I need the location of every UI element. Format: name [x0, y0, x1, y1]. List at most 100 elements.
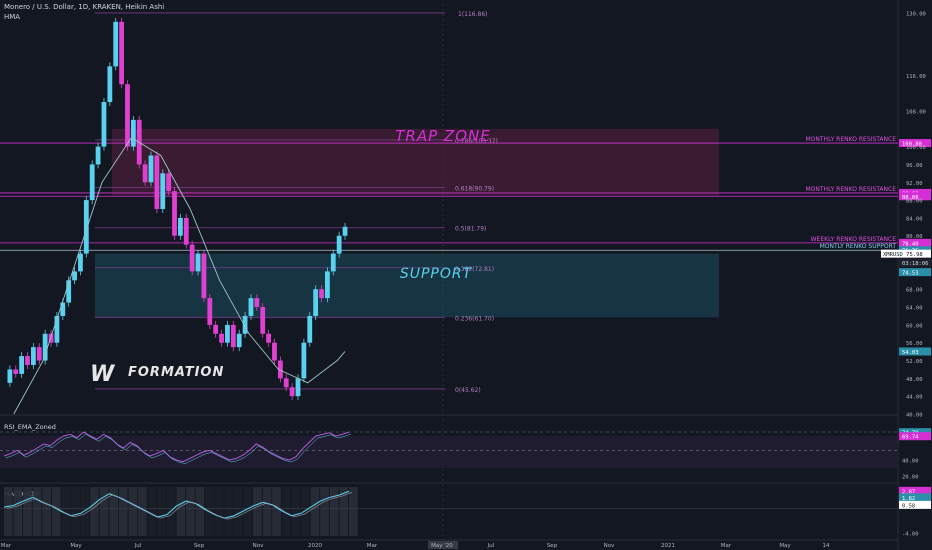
y-tick-label: 64.00 [906, 306, 923, 312]
candle-body [336, 235, 342, 254]
candle-body [154, 155, 160, 209]
macd-bg-bar [157, 487, 166, 536]
candle-body [119, 21, 124, 85]
candle-body [48, 333, 54, 343]
macd-bg-bar [109, 487, 119, 536]
macd-bg-bar [71, 487, 80, 536]
trap-zone-label: TRAP ZONE [395, 127, 490, 145]
x-tick-label: May [779, 543, 791, 549]
candle-body [101, 102, 107, 147]
candle-body [31, 347, 36, 365]
macd-line [3, 490, 350, 519]
candle-body [342, 226, 348, 236]
candle-body [160, 173, 166, 209]
candle-body [107, 66, 113, 103]
macd-bg-bar [320, 487, 329, 536]
price-tag-text: 88.86 [902, 195, 919, 201]
macd-bg-bar [186, 487, 195, 536]
rsi-value-tag [899, 432, 931, 441]
candle-body [207, 298, 213, 325]
x-tick-label: 2020 [308, 543, 322, 549]
candle-body [130, 119, 136, 147]
y-tick-label: 84.00 [906, 216, 923, 222]
macd-bg-bar [349, 487, 358, 536]
price-tag [899, 268, 931, 277]
macd-bg-bar [4, 487, 13, 536]
y-tick-label: 52.00 [906, 359, 923, 365]
macd-value-tag [899, 486, 931, 495]
y-tick-label: 40.00 [906, 413, 923, 419]
candle-body [242, 315, 248, 334]
price-tag-text: 100.80 [902, 142, 922, 148]
candle-body [266, 333, 271, 343]
candle-body [295, 378, 301, 397]
candle-body [330, 253, 336, 272]
x-tick-label: 14 [823, 543, 830, 549]
macd-bg-bar [310, 487, 320, 536]
candle-body [166, 173, 172, 192]
candle-body [225, 324, 230, 343]
candle-body [301, 342, 307, 379]
y-tick-label: 92.00 [906, 181, 923, 187]
macd-bg-bar [301, 487, 310, 536]
candle-body [89, 164, 95, 201]
macd-bg-bar [90, 487, 99, 536]
macd-value-tag [899, 493, 931, 502]
macd-bg-bar [224, 487, 234, 536]
fib-label: 0.786(103.37) [455, 138, 498, 145]
fib-label: 0.5(81.79) [455, 226, 486, 233]
candle-body [142, 164, 148, 183]
y-tick-label: 88.00 [906, 199, 923, 205]
fib-label: 0(45.62) [455, 387, 481, 394]
candle-body [25, 356, 30, 365]
price-tag-text: 78.40 [902, 241, 919, 247]
candle-body [219, 333, 224, 343]
candle-body [236, 333, 242, 348]
macd-bg-bar [262, 487, 272, 536]
y-tick-label: 56.00 [906, 341, 923, 347]
current-price-text: XMRUSD 75.98 [883, 252, 923, 258]
candle-body [195, 253, 201, 272]
macd-bg-bar [339, 487, 349, 536]
candle-body [13, 369, 19, 374]
y-tick-label: 68.00 [906, 288, 923, 294]
y-tick-label: 116.00 [906, 74, 926, 80]
rsi-band [0, 436, 898, 468]
candle-body [201, 253, 207, 299]
x-tick-label: Mar [1, 543, 12, 549]
candle-body [213, 324, 219, 334]
macd-bg-bar [329, 487, 339, 536]
fib-label: 0.618(90.79) [455, 186, 494, 193]
candle-body [230, 324, 236, 348]
macd-bg-bar [61, 487, 71, 536]
rsi-ema-line [5, 433, 352, 464]
y-tick-label: 130.00 [906, 11, 926, 17]
hma-indicator-label[interactable]: HMA [4, 13, 21, 21]
level-label: MONTHLY RENKO RESISTANCE [806, 136, 897, 143]
candle-body [272, 342, 277, 361]
y-tick-label: 100.00 [906, 145, 926, 151]
x-tick-label: Jul [487, 543, 495, 549]
macd-y-tick: -4.00 [902, 531, 919, 537]
support-label: SUPPORT [400, 266, 473, 282]
price-tag-text: 74.53 [902, 271, 919, 277]
crosshair-date-tag [428, 541, 458, 549]
y-tick-label: 108.00 [906, 109, 926, 115]
symbol-title: Monero / U.S. Dollar, 1D, KRAKEN, Heikin… [4, 3, 165, 11]
fib-label: 0.236(61.70) [455, 315, 494, 322]
hma-line [13, 137, 346, 415]
rsi-y-tick: 20.00 [902, 475, 919, 481]
support-zone-box [95, 253, 719, 318]
macd-bg-bar [195, 487, 205, 536]
y-tick-label: 80.00 [906, 234, 923, 240]
level-label: MONTHLY RENKO RESISTANCE [806, 186, 897, 193]
candle-body [19, 356, 25, 374]
countdown-text: 03:18:06 [902, 261, 929, 267]
rsi-y-tick: 40.00 [902, 459, 919, 465]
candle-body [307, 315, 313, 343]
candle-body [7, 369, 13, 383]
x-tick-label: May [70, 543, 82, 549]
y-tick-label: 96.00 [906, 163, 923, 169]
macd-bg-bar [166, 487, 176, 536]
